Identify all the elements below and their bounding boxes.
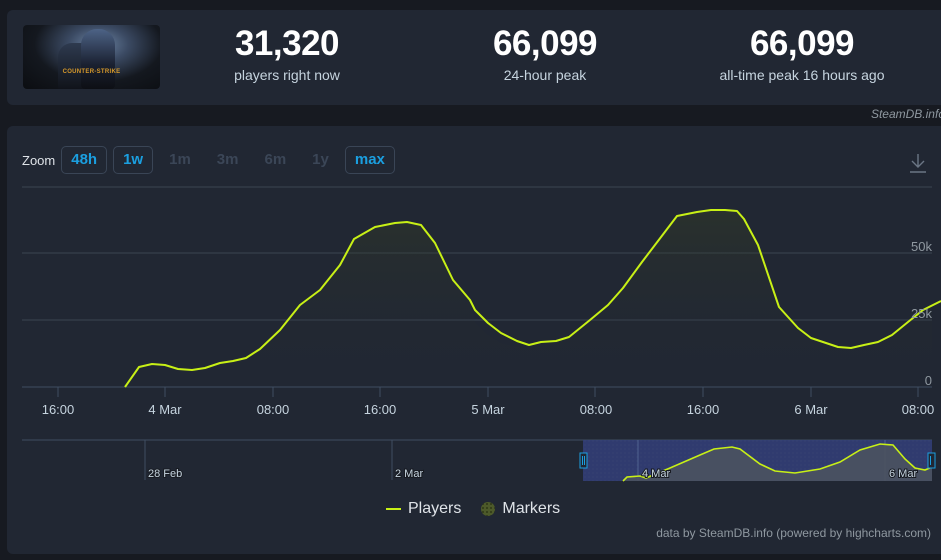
chart-legend: Players Markers xyxy=(386,500,560,518)
svg-text:16:00: 16:00 xyxy=(687,402,720,417)
stat-value: 66,099 xyxy=(749,24,855,63)
svg-text:08:00: 08:00 xyxy=(902,402,935,417)
navigator-label: 6 Mar xyxy=(889,468,917,480)
stat-players-now: 31,320 players right now xyxy=(207,22,367,84)
navigator-label: 4 Mar xyxy=(642,468,670,480)
navigator-label: 28 Feb xyxy=(148,468,182,480)
svg-text:25k: 25k xyxy=(911,306,932,321)
highcharts-credit[interactable]: data by SteamDB.info (powered by highcha… xyxy=(656,526,931,540)
svg-text:50k: 50k xyxy=(911,239,932,254)
zoom-6m-button[interactable]: 6m xyxy=(264,151,287,168)
image-figure xyxy=(81,29,115,89)
game-header-image[interactable]: COUNTER-STRIKE xyxy=(23,25,160,89)
zoom-selector: Zoom 48h 1w 1m 3m 6m 1y max xyxy=(22,146,401,174)
zoom-48h-button[interactable]: 48h xyxy=(61,146,108,174)
markers-legend-swatch xyxy=(481,502,496,516)
navigator[interactable]: 28 Feb 2 Mar 4 Mar 6 Mar xyxy=(22,439,936,482)
svg-text:0: 0 xyxy=(925,373,932,388)
zoom-1m-button[interactable]: 1m xyxy=(169,151,191,168)
navigator-left-handle[interactable] xyxy=(579,452,588,469)
legend-item-markers[interactable]: Markers xyxy=(502,500,561,517)
stat-value: 66,099 xyxy=(492,24,598,63)
navigator-label: 2 Mar xyxy=(395,468,423,480)
zoom-3m-button[interactable]: 3m xyxy=(216,151,239,168)
stat-label: players right now xyxy=(234,67,340,83)
stat-label: 24-hour peak xyxy=(503,67,587,83)
svg-text:16:00: 16:00 xyxy=(42,402,75,417)
y-axis-labels: 50k 25k 0 xyxy=(911,239,932,388)
steamdb-credit[interactable]: SteamDB.info xyxy=(870,107,941,121)
players-area xyxy=(125,210,932,387)
svg-text:16:00: 16:00 xyxy=(364,402,397,417)
svg-text:4 Mar: 4 Mar xyxy=(148,402,182,417)
stat-label: all-time peak 16 hours ago xyxy=(719,67,885,83)
zoom-label: Zoom xyxy=(22,152,56,168)
stat-value: 31,320 xyxy=(234,24,340,63)
zoom-1w-button[interactable]: 1w xyxy=(113,146,154,174)
svg-text:08:00: 08:00 xyxy=(257,402,290,417)
players-legend-swatch xyxy=(386,508,401,510)
game-logo-text: COUNTER-STRIKE xyxy=(62,69,121,75)
y-gridlines xyxy=(22,186,932,321)
x-ticks xyxy=(57,387,919,397)
players-line[interactable] xyxy=(124,209,941,388)
zoom-max-button[interactable]: max xyxy=(344,146,395,174)
stats-panel: COUNTER-STRIKE 31,320 players right now … xyxy=(7,10,941,105)
download-icon[interactable] xyxy=(908,152,928,174)
legend-item-players[interactable]: Players xyxy=(408,500,462,517)
navigator-right-handle[interactable] xyxy=(927,452,936,469)
svg-text:6 Mar: 6 Mar xyxy=(794,402,828,417)
stat-all-time-peak: 66,099 all-time peak 16 hours ago xyxy=(695,22,909,84)
svg-text:08:00: 08:00 xyxy=(580,402,613,417)
stat-24h-peak: 66,099 24-hour peak xyxy=(465,22,625,84)
zoom-1y-button[interactable]: 1y xyxy=(312,151,329,168)
svg-text:5 Mar: 5 Mar xyxy=(471,402,505,417)
x-axis-labels: 16:00 4 Mar 08:00 16:00 5 Mar 08:00 16:00 6 … xyxy=(42,402,935,417)
